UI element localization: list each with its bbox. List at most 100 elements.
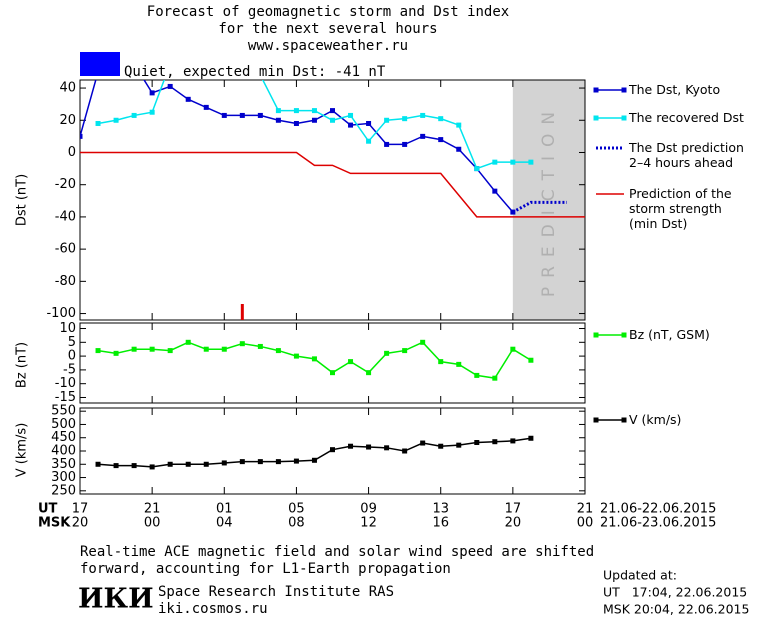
series-marker: [474, 372, 480, 378]
series-marker: [474, 440, 480, 446]
series-marker: [456, 146, 462, 152]
series-group: [80, 53, 585, 218]
series-marker: [221, 112, 227, 118]
series-marker: [275, 108, 281, 114]
x-tick-label: 21: [577, 502, 594, 517]
series-marker: [131, 112, 137, 118]
y-tick-label: 400: [51, 444, 76, 459]
x-tick-label: 09: [360, 502, 377, 517]
title: for the next several hours: [218, 21, 437, 37]
series-marker: [257, 459, 263, 465]
series-marker: [438, 359, 444, 365]
series-marker: [167, 83, 173, 89]
series-marker: [330, 447, 335, 453]
x-tick-label: 01: [216, 502, 233, 517]
series-marker: [95, 461, 101, 467]
status-box: [80, 52, 120, 76]
y-tick-label: 40: [59, 81, 76, 96]
series-marker: [275, 459, 281, 465]
series-marker: [492, 159, 498, 165]
x-row-label: MSK: [38, 516, 71, 531]
series-marker: [510, 438, 516, 444]
series-marker: [95, 348, 101, 354]
series-marker: [186, 53, 191, 58]
series-marker: [456, 442, 462, 448]
legend-marker: [621, 417, 627, 423]
x-tick-label: 00: [144, 516, 161, 531]
panel-frame: [79, 322, 586, 404]
y-tick-label: 300: [51, 470, 76, 485]
series-marker: [311, 356, 317, 362]
series-marker: [438, 116, 444, 122]
x-tick-label: 05: [288, 502, 305, 517]
y-tick-label: -15: [55, 390, 76, 405]
series-marker: [402, 141, 408, 147]
series-marker: [203, 346, 209, 352]
y-tick-label: 20: [59, 113, 76, 128]
series-marker: [366, 138, 372, 144]
series-marker: [402, 448, 408, 454]
series-marker: [221, 460, 227, 466]
series-marker: [293, 458, 299, 464]
series-marker: [528, 159, 534, 165]
y-axis-title: Dst (nT): [15, 174, 30, 226]
series-marker: [330, 108, 335, 114]
series-marker: [510, 159, 516, 165]
series-marker: [402, 116, 408, 122]
x-tick-label: 04: [216, 516, 233, 531]
series-marker: [384, 445, 390, 451]
series-marker: [456, 361, 462, 367]
series-marker: [131, 346, 137, 352]
series-marker: [366, 444, 372, 450]
prediction-label: PREDICTION: [539, 103, 559, 297]
series-line: [80, 151, 585, 218]
series-marker: [492, 439, 498, 445]
series-marker: [239, 112, 245, 118]
series-marker: [113, 117, 119, 123]
legend-text: Prediction of the storm strength (min Ds…: [629, 186, 732, 231]
legend-marker: [621, 87, 627, 93]
legend-text: The Dst prediction 2–4 hours ahead: [629, 140, 744, 170]
series-marker: [330, 117, 335, 123]
x-tick-label: 08: [288, 516, 305, 531]
series-marker: [185, 461, 191, 467]
series-marker: [149, 109, 155, 115]
series-marker: [384, 350, 390, 356]
note: forward, accounting for L1-Earth propaga…: [80, 561, 451, 577]
series-marker: [348, 112, 354, 118]
event-marker: [240, 304, 244, 320]
legend-marker: [593, 417, 599, 423]
series-marker: [438, 137, 444, 143]
series-group: [95, 435, 534, 470]
series-marker: [239, 459, 245, 465]
series-line: [512, 200, 567, 214]
series-marker: [492, 375, 498, 381]
y-tick-label: -100: [46, 306, 76, 321]
series-marker: [239, 341, 245, 347]
logo: ИКИ: [78, 584, 154, 615]
series-marker: [221, 346, 227, 352]
y-tick-label: -5: [63, 362, 76, 377]
series-marker: [95, 120, 101, 126]
series-marker: [438, 443, 444, 449]
series-marker: [402, 348, 408, 354]
series-marker: [492, 188, 498, 194]
title: www.spaceweather.ru: [248, 38, 408, 54]
series-marker: [293, 120, 299, 126]
legend-marker: [593, 87, 599, 93]
x-tick-label: 17: [72, 502, 89, 517]
series-marker: [528, 435, 534, 441]
legend-marker: [621, 115, 627, 121]
y-axis-title: Bz (nT): [15, 342, 30, 388]
status-text: Quiet, expected min Dst: -41 nT: [124, 64, 386, 80]
updated: Updated at:: [603, 568, 677, 583]
series-marker: [131, 463, 137, 469]
x-tick-label: 13: [432, 502, 449, 517]
series-marker: [203, 104, 209, 110]
y-tick-label: 350: [51, 457, 76, 472]
y-axis-title: V (km/s): [15, 423, 30, 478]
series-marker: [113, 463, 119, 469]
updated: MSK 20:04, 22.06.2015: [603, 602, 749, 617]
series-marker: [311, 117, 317, 123]
